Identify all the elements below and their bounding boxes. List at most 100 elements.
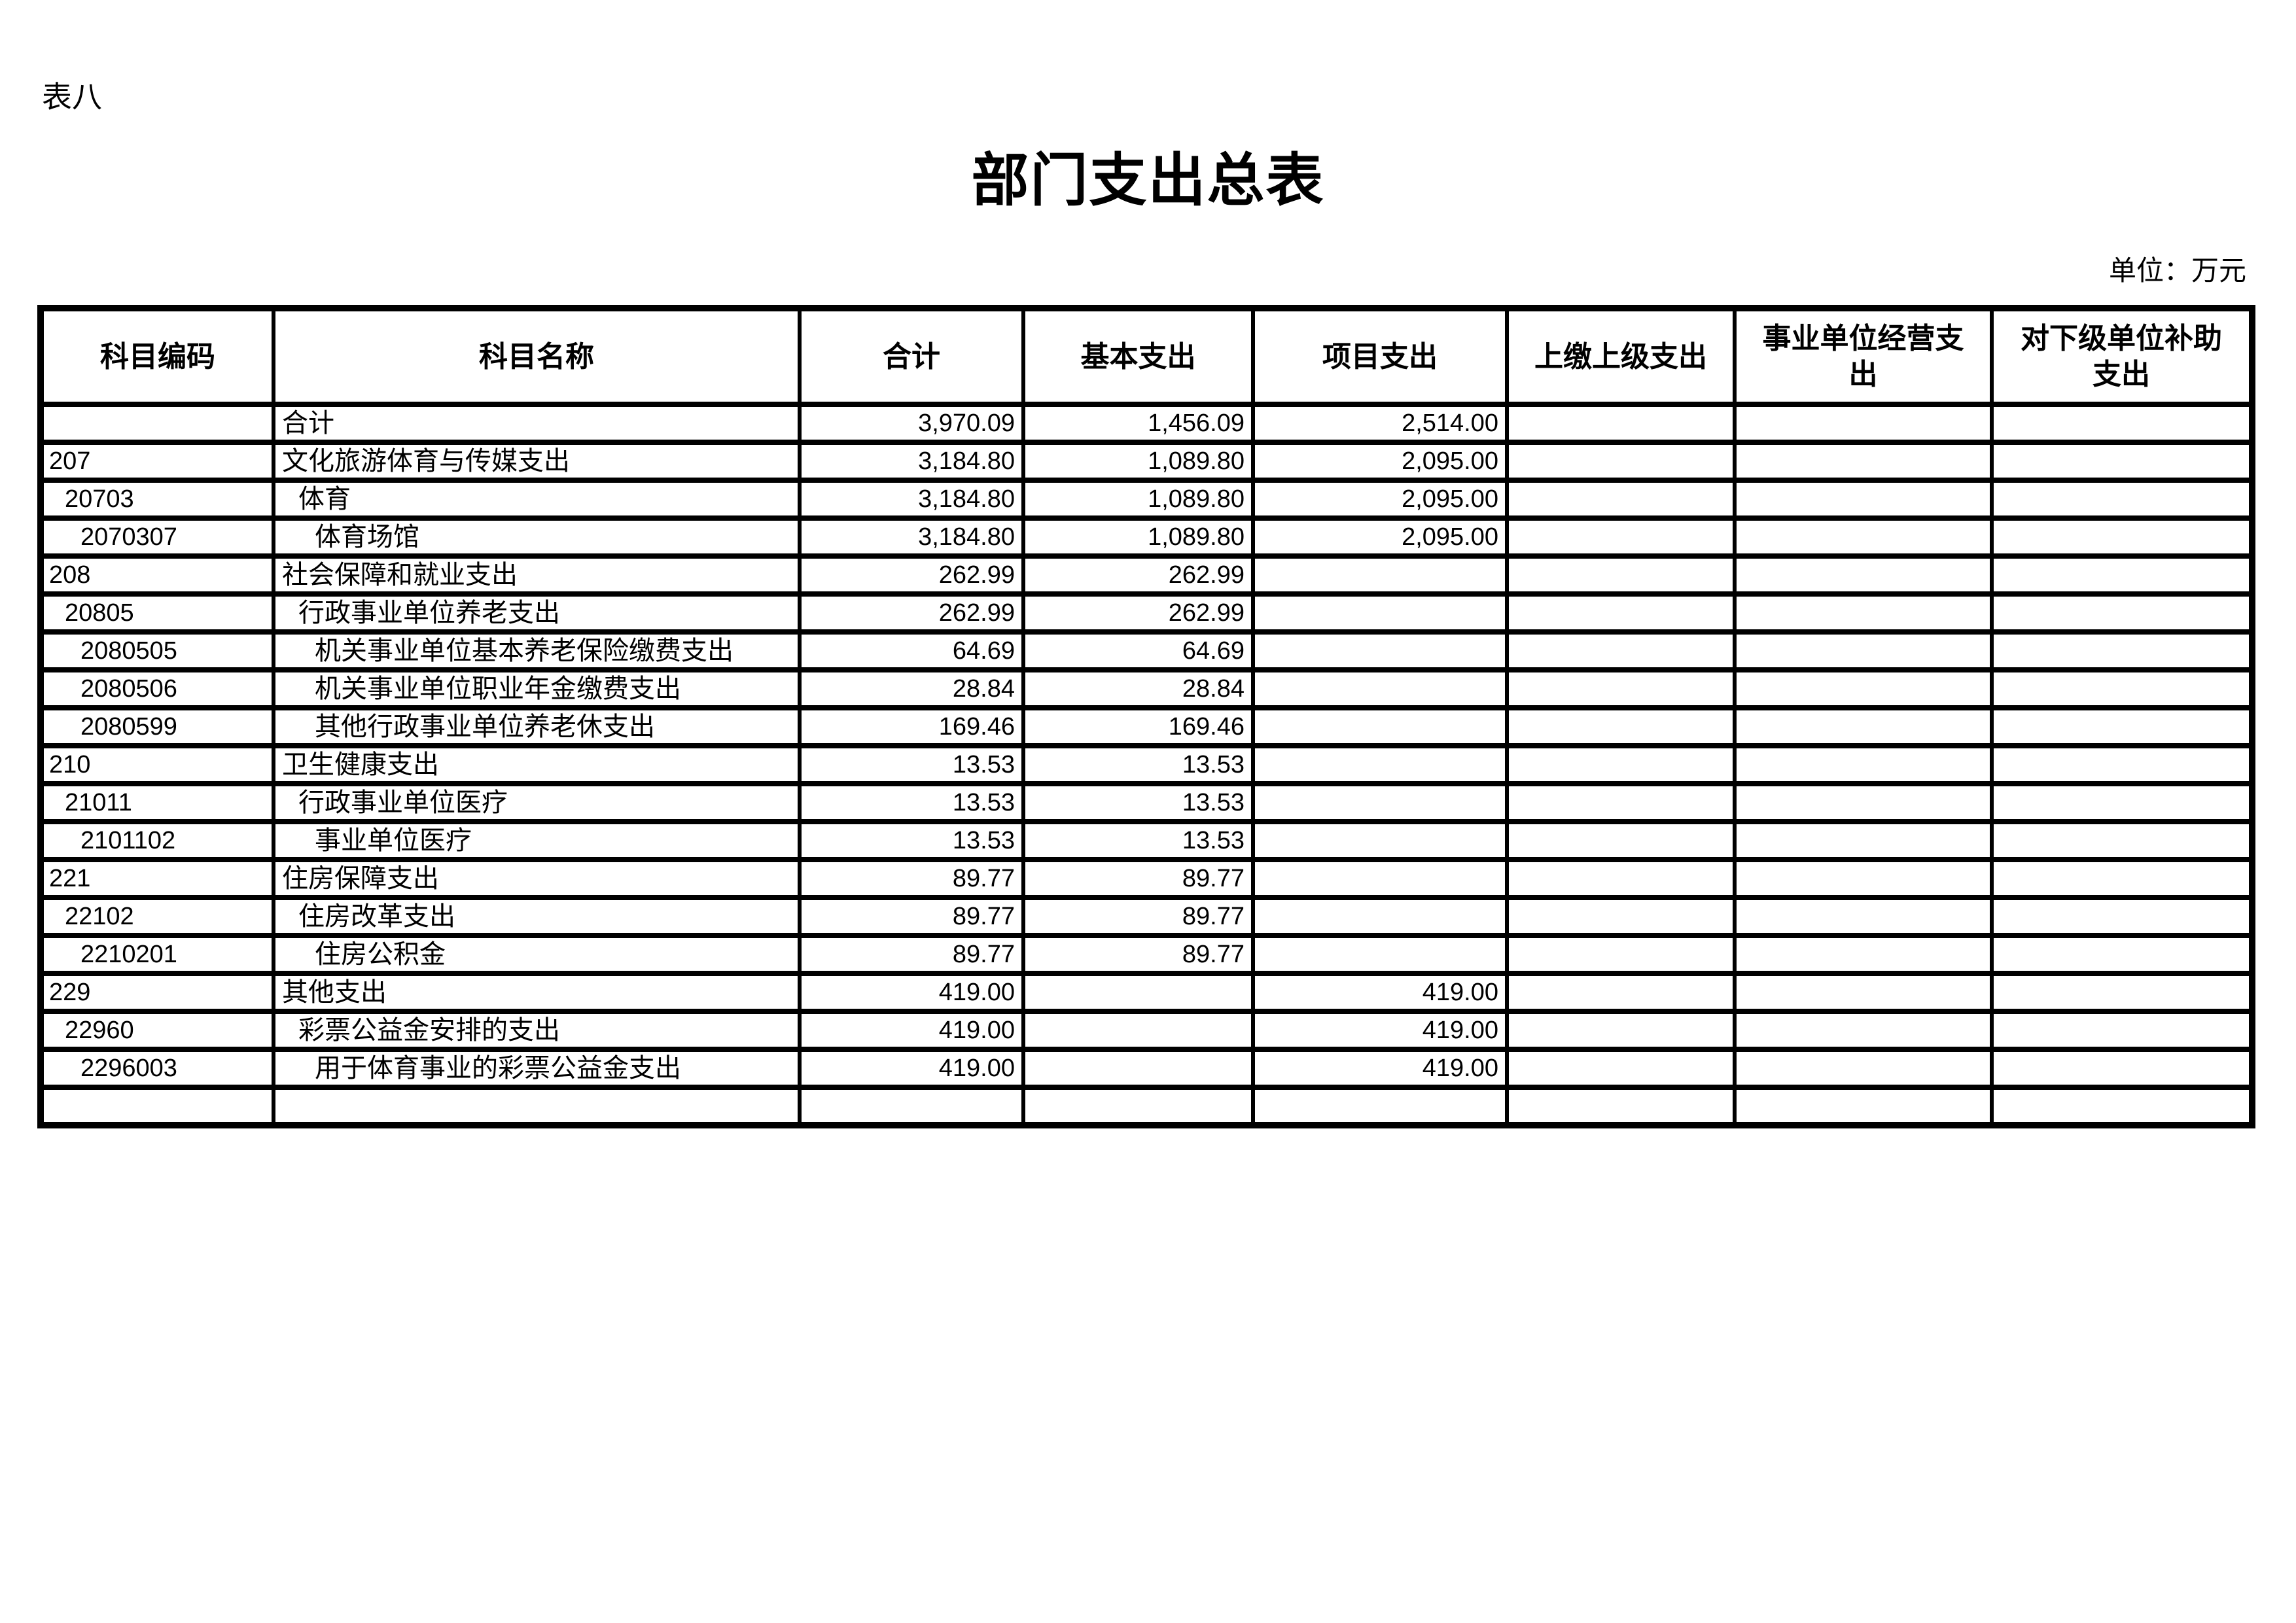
upper-level-payment-cell (1505, 440, 1737, 483)
upper-level-payment-cell (1505, 402, 1737, 445)
table-row: 合计 3,970.09 1,456.09 2,514.00 (39, 402, 2254, 445)
basic-expenditure-cell: 13.53 (1021, 819, 1255, 862)
column-header: 科目名称 (272, 305, 802, 407)
upper-level-payment-cell (1505, 705, 1737, 748)
total-cell: 28.84 (798, 667, 1025, 710)
subject-name-cell (272, 1085, 802, 1128)
subsidy-cell (1990, 819, 2254, 862)
basic-expenditure-cell (1021, 1047, 1255, 1090)
subsidy-cell (1990, 743, 2254, 786)
table-row: 210 卫生健康支出 13.53 13.53 (39, 743, 2254, 786)
basic-expenditure-cell (1021, 1009, 1255, 1052)
subject-name-cell: 事业单位医疗 (272, 819, 802, 862)
table-row: 2101102 事业单位医疗 13.53 13.53 (39, 819, 2254, 862)
project-expenditure-cell (1251, 667, 1509, 710)
subject-name-cell: 住房改革支出 (272, 895, 802, 938)
project-expenditure-cell: 2,095.00 (1251, 515, 1509, 559)
total-cell: 89.77 (798, 933, 1025, 976)
page-title: 部门支出总表 (971, 150, 1325, 213)
project-expenditure-cell (1251, 553, 1509, 597)
column-header: 基本支出 (1021, 305, 1255, 407)
upper-level-payment-cell (1505, 743, 1737, 786)
basic-expenditure-cell: 1,089.80 (1021, 478, 1255, 521)
basic-expenditure-cell: 28.84 (1021, 667, 1255, 710)
subject-code-cell: 2080506 (39, 667, 275, 710)
table-row: 2210201 住房公积金 89.77 89.77 (39, 933, 2254, 976)
subject-name-cell: 行政事业单位养老支出 (272, 591, 802, 635)
basic-expenditure-cell: 13.53 (1021, 743, 1255, 786)
upper-level-payment-cell (1505, 478, 1737, 521)
basic-expenditure-cell: 1,456.09 (1021, 402, 1255, 445)
project-expenditure-cell: 419.00 (1251, 1047, 1509, 1090)
operating-expenditure-cell (1733, 857, 1994, 900)
upper-level-payment-cell (1505, 857, 1737, 900)
table-row: 208 社会保障和就业支出 262.99 262.99 (39, 553, 2254, 597)
subsidy-cell (1990, 478, 2254, 521)
operating-expenditure-cell (1733, 743, 1994, 786)
total-cell: 419.00 (798, 971, 1025, 1014)
subject-code-cell: 2101102 (39, 819, 275, 862)
upper-level-payment-cell (1505, 629, 1737, 672)
project-expenditure-cell (1251, 591, 1509, 635)
subsidy-cell (1990, 553, 2254, 597)
upper-level-payment-cell (1505, 781, 1737, 824)
subject-name-cell: 合计 (272, 402, 802, 445)
subsidy-cell (1990, 1085, 2254, 1128)
operating-expenditure-cell (1733, 667, 1994, 710)
total-cell: 13.53 (798, 781, 1025, 824)
table-row: 21011 行政事业单位医疗 13.53 13.53 (39, 781, 2254, 824)
basic-expenditure-cell (1021, 1085, 1255, 1128)
operating-expenditure-cell (1733, 933, 1994, 976)
subject-code-cell: 2080599 (39, 705, 275, 748)
project-expenditure-cell (1251, 819, 1509, 862)
basic-expenditure-cell: 169.46 (1021, 705, 1255, 748)
total-cell: 13.53 (798, 819, 1025, 862)
table-row: 2296003 用于体育事业的彩票公益金支出 419.00 419.00 (39, 1047, 2254, 1090)
upper-level-payment-cell (1505, 933, 1737, 976)
table-row (39, 1085, 2254, 1128)
upper-level-payment-cell (1505, 819, 1737, 862)
subsidy-cell (1990, 1009, 2254, 1052)
operating-expenditure-cell (1733, 553, 1994, 597)
operating-expenditure-cell (1733, 705, 1994, 748)
subject-code-cell: 2080505 (39, 629, 275, 672)
operating-expenditure-cell (1733, 515, 1994, 559)
basic-expenditure-cell: 1,089.80 (1021, 440, 1255, 483)
table-row: 2080505 机关事业单位基本养老保险缴费支出 64.69 64.69 (39, 629, 2254, 672)
table-row: 229 其他支出 419.00 419.00 (39, 971, 2254, 1014)
total-cell: 262.99 (798, 591, 1025, 635)
subsidy-cell (1990, 1047, 2254, 1090)
subsidy-cell (1990, 402, 2254, 445)
table-row: 207 文化旅游体育与传媒支出 3,184.80 1,089.80 2,095.00 (39, 440, 2254, 483)
operating-expenditure-cell (1733, 971, 1994, 1014)
subject-name-cell: 用于体育事业的彩票公益金支出 (272, 1047, 802, 1090)
upper-level-payment-cell (1505, 591, 1737, 635)
total-cell: 3,184.80 (798, 515, 1025, 559)
column-header: 对下级单位补助支出 (1990, 305, 2254, 407)
total-cell: 3,184.80 (798, 478, 1025, 521)
project-expenditure-cell (1251, 629, 1509, 672)
total-cell: 169.46 (798, 705, 1025, 748)
operating-expenditure-cell (1733, 781, 1994, 824)
column-header: 合计 (798, 305, 1025, 407)
project-expenditure-cell (1251, 933, 1509, 976)
column-header: 科目编码 (39, 305, 275, 407)
table-row: 20805 行政事业单位养老支出 262.99 262.99 (39, 591, 2254, 635)
subsidy-cell (1990, 781, 2254, 824)
subject-name-cell: 体育 (272, 478, 802, 521)
operating-expenditure-cell (1733, 478, 1994, 521)
operating-expenditure-cell (1733, 591, 1994, 635)
basic-expenditure-cell: 13.53 (1021, 781, 1255, 824)
project-expenditure-cell (1251, 705, 1509, 748)
basic-expenditure-cell: 89.77 (1021, 895, 1255, 938)
total-cell: 89.77 (798, 895, 1025, 938)
total-cell: 64.69 (798, 629, 1025, 672)
subsidy-cell (1990, 895, 2254, 938)
subject-code-cell: 22960 (39, 1009, 275, 1052)
project-expenditure-cell: 2,095.00 (1251, 478, 1509, 521)
subject-code-cell: 20703 (39, 478, 275, 521)
project-expenditure-cell: 2,514.00 (1251, 402, 1509, 445)
project-expenditure-cell (1251, 895, 1509, 938)
subject-name-cell: 行政事业单位医疗 (272, 781, 802, 824)
